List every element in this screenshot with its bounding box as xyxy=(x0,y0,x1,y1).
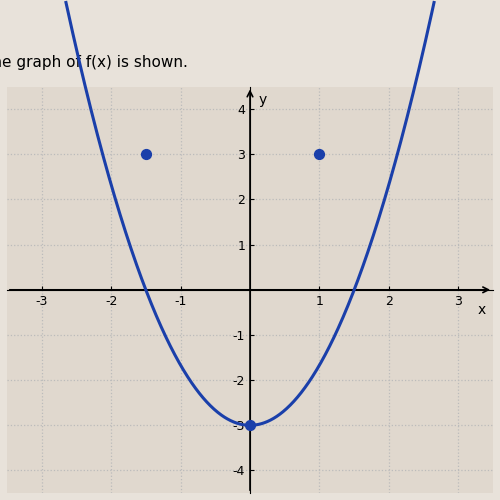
Text: y: y xyxy=(258,94,266,108)
Point xyxy=(316,150,324,158)
Point xyxy=(142,150,150,158)
Point xyxy=(246,422,254,430)
Text: x: x xyxy=(478,304,486,318)
Text: The graph of f(x) is shown.: The graph of f(x) is shown. xyxy=(0,56,188,70)
